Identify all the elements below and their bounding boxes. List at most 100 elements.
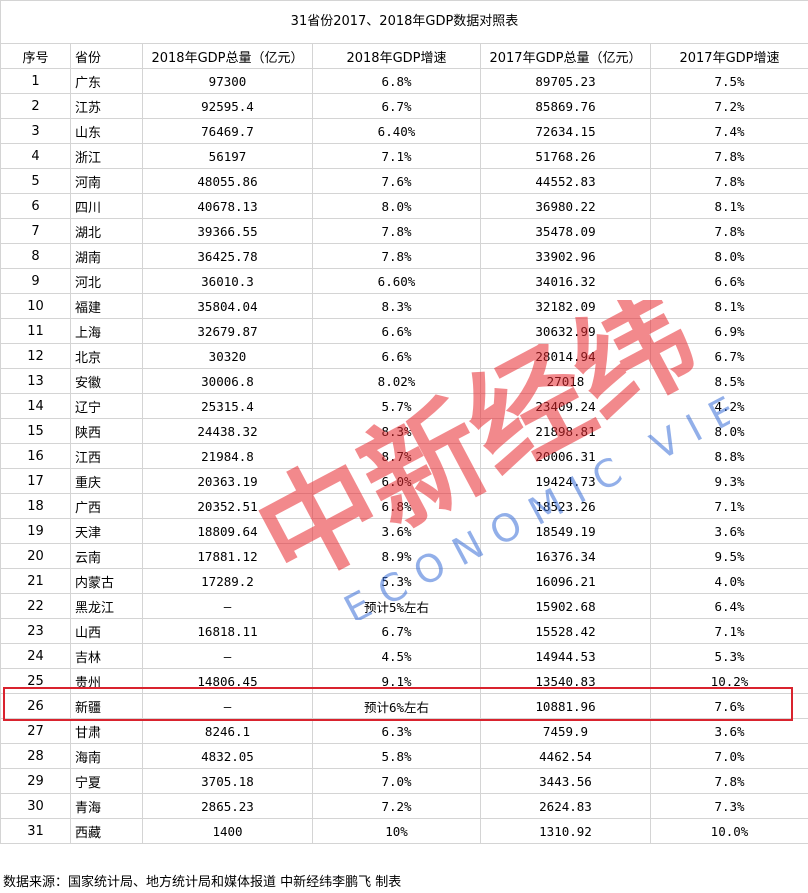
cell-growth-2018: 8.3% (312, 293, 481, 319)
cell-gdp-2017: 44552.83 (480, 168, 651, 194)
cell-gdp-2017: 51768.26 (480, 143, 651, 169)
cell-growth-2017: 8.1% (650, 293, 808, 319)
cell-gdp-2018: — (142, 643, 313, 669)
cell-index: 13 (0, 368, 71, 394)
cell-index: 8 (0, 243, 71, 269)
table-row: 14 辽宁 25315.4 5.7% 23409.24 4.2% (0, 393, 808, 419)
header-province: 省份 (70, 43, 143, 69)
cell-growth-2017: 8.8% (650, 443, 808, 469)
cell-growth-2017: 7.3% (650, 793, 808, 819)
cell-growth-2017: 7.8% (650, 143, 808, 169)
cell-gdp-2018: 16818.11 (142, 618, 313, 644)
cell-index: 4 (0, 143, 71, 169)
cell-growth-2017: 8.5% (650, 368, 808, 394)
cell-gdp-2017: 15902.68 (480, 593, 651, 619)
table-row: 18 广西 20352.51 6.8% 18523.26 7.1% (0, 493, 808, 519)
cell-gdp-2018: — (142, 593, 313, 619)
cell-growth-2018: 7.8% (312, 243, 481, 269)
table-row: 13 安徽 30006.8 8.02% 27018 8.5% (0, 368, 808, 394)
table-row: 31 西藏 1400 10% 1310.92 10.0% (0, 818, 808, 844)
cell-gdp-2018: 36010.3 (142, 268, 313, 294)
table-row: 16 江西 21984.8 8.7% 20006.31 8.8% (0, 443, 808, 469)
cell-growth-2018: 8.7% (312, 443, 481, 469)
cell-growth-2017: 4.0% (650, 568, 808, 594)
cell-gdp-2017: 36980.22 (480, 193, 651, 219)
cell-growth-2018: 7.0% (312, 768, 481, 794)
cell-growth-2017: 7.6% (650, 693, 808, 719)
table-row: 28 海南 4832.05 5.8% 4462.54 7.0% (0, 743, 808, 769)
cell-growth-2018: 8.02% (312, 368, 481, 394)
cell-gdp-2018: 20352.51 (142, 493, 313, 519)
cell-gdp-2017: 16096.21 (480, 568, 651, 594)
cell-gdp-2017: 23409.24 (480, 393, 651, 419)
cell-index: 21 (0, 568, 71, 594)
source-note: 数据来源：国家统计局、地方统计局和媒体报道 中新经纬李鹏飞 制表 (3, 875, 402, 890)
cell-index: 28 (0, 743, 71, 769)
cell-index: 25 (0, 668, 71, 694)
cell-index: 12 (0, 343, 71, 369)
cell-province: 山东 (70, 118, 143, 144)
cell-province: 宁夏 (70, 768, 143, 794)
cell-index: 17 (0, 468, 71, 494)
cell-index: 11 (0, 318, 71, 344)
cell-growth-2017: 7.8% (650, 768, 808, 794)
cell-gdp-2018: 39366.55 (142, 218, 313, 244)
cell-gdp-2017: 72634.15 (480, 118, 651, 144)
cell-gdp-2018: 24438.32 (142, 418, 313, 444)
cell-gdp-2017: 20006.31 (480, 443, 651, 469)
table-row: 6 四川 40678.13 8.0% 36980.22 8.1% (0, 193, 808, 219)
cell-province: 福建 (70, 293, 143, 319)
table-row: 29 宁夏 3705.18 7.0% 3443.56 7.8% (0, 768, 808, 794)
cell-province: 河北 (70, 268, 143, 294)
cell-gdp-2017: 19424.73 (480, 468, 651, 494)
cell-index: 7 (0, 218, 71, 244)
cell-growth-2017: 7.0% (650, 743, 808, 769)
table-row: 27 甘肃 8246.1 6.3% 7459.9 3.6% (0, 718, 808, 744)
cell-growth-2018: 4.5% (312, 643, 481, 669)
cell-growth-2017: 8.0% (650, 243, 808, 269)
cell-index: 29 (0, 768, 71, 794)
table-row: 1 广东 97300 6.8% 89705.23 7.5% (0, 68, 808, 94)
cell-growth-2018: 6.40% (312, 118, 481, 144)
cell-province: 海南 (70, 743, 143, 769)
table-row: 8 湖南 36425.78 7.8% 33902.96 8.0% (0, 243, 808, 269)
table-row: 24 吉林 —4.5% 14944.53 5.3% (0, 643, 808, 669)
cell-index: 1 (0, 68, 71, 94)
cell-gdp-2017: 2624.83 (480, 793, 651, 819)
table-row: 19 天津 18809.64 3.6% 18549.19 3.6% (0, 518, 808, 544)
cell-province: 贵州 (70, 668, 143, 694)
table-row: 12 北京 30320 6.6% 28014.94 6.7% (0, 343, 808, 369)
cell-gdp-2017: 4462.54 (480, 743, 651, 769)
cell-growth-2017: 3.6% (650, 718, 808, 744)
cell-growth-2018: 7.1% (312, 143, 481, 169)
cell-index: 27 (0, 718, 71, 744)
header-index: 序号 (0, 43, 71, 69)
cell-growth-2017: 7.8% (650, 218, 808, 244)
cell-gdp-2018: 76469.7 (142, 118, 313, 144)
cell-gdp-2018: 32679.87 (142, 318, 313, 344)
cell-province: 江苏 (70, 93, 143, 119)
cell-province: 陕西 (70, 418, 143, 444)
cell-province: 浙江 (70, 143, 143, 169)
cell-growth-2017: 3.6% (650, 518, 808, 544)
cell-growth-2017: 8.0% (650, 418, 808, 444)
cell-province: 青海 (70, 793, 143, 819)
cell-growth-2018: 8.0% (312, 193, 481, 219)
cell-gdp-2018: 25315.4 (142, 393, 313, 419)
cell-growth-2017: 6.9% (650, 318, 808, 344)
cell-index: 20 (0, 543, 71, 569)
cell-gdp-2018: 20363.19 (142, 468, 313, 494)
header-row: 序号 省份 2018年GDP总量（亿元） 2018年GDP增速 2017年GDP… (0, 43, 808, 69)
cell-gdp-2017: 33902.96 (480, 243, 651, 269)
cell-province: 天津 (70, 518, 143, 544)
table-row: 22 黑龙江 — 预计5%左右 15902.68 6.4% (0, 593, 808, 619)
cell-gdp-2018: — (142, 693, 313, 719)
cell-province: 西藏 (70, 818, 143, 844)
cell-index: 5 (0, 168, 71, 194)
cell-gdp-2018: 92595.4 (142, 93, 313, 119)
cell-index: 3 (0, 118, 71, 144)
cell-province: 黑龙江 (70, 593, 143, 619)
cell-index: 19 (0, 518, 71, 544)
cell-gdp-2017: 89705.23 (480, 68, 651, 94)
table-row: 11 上海 32679.87 6.6% 30632.99 6.9% (0, 318, 808, 344)
